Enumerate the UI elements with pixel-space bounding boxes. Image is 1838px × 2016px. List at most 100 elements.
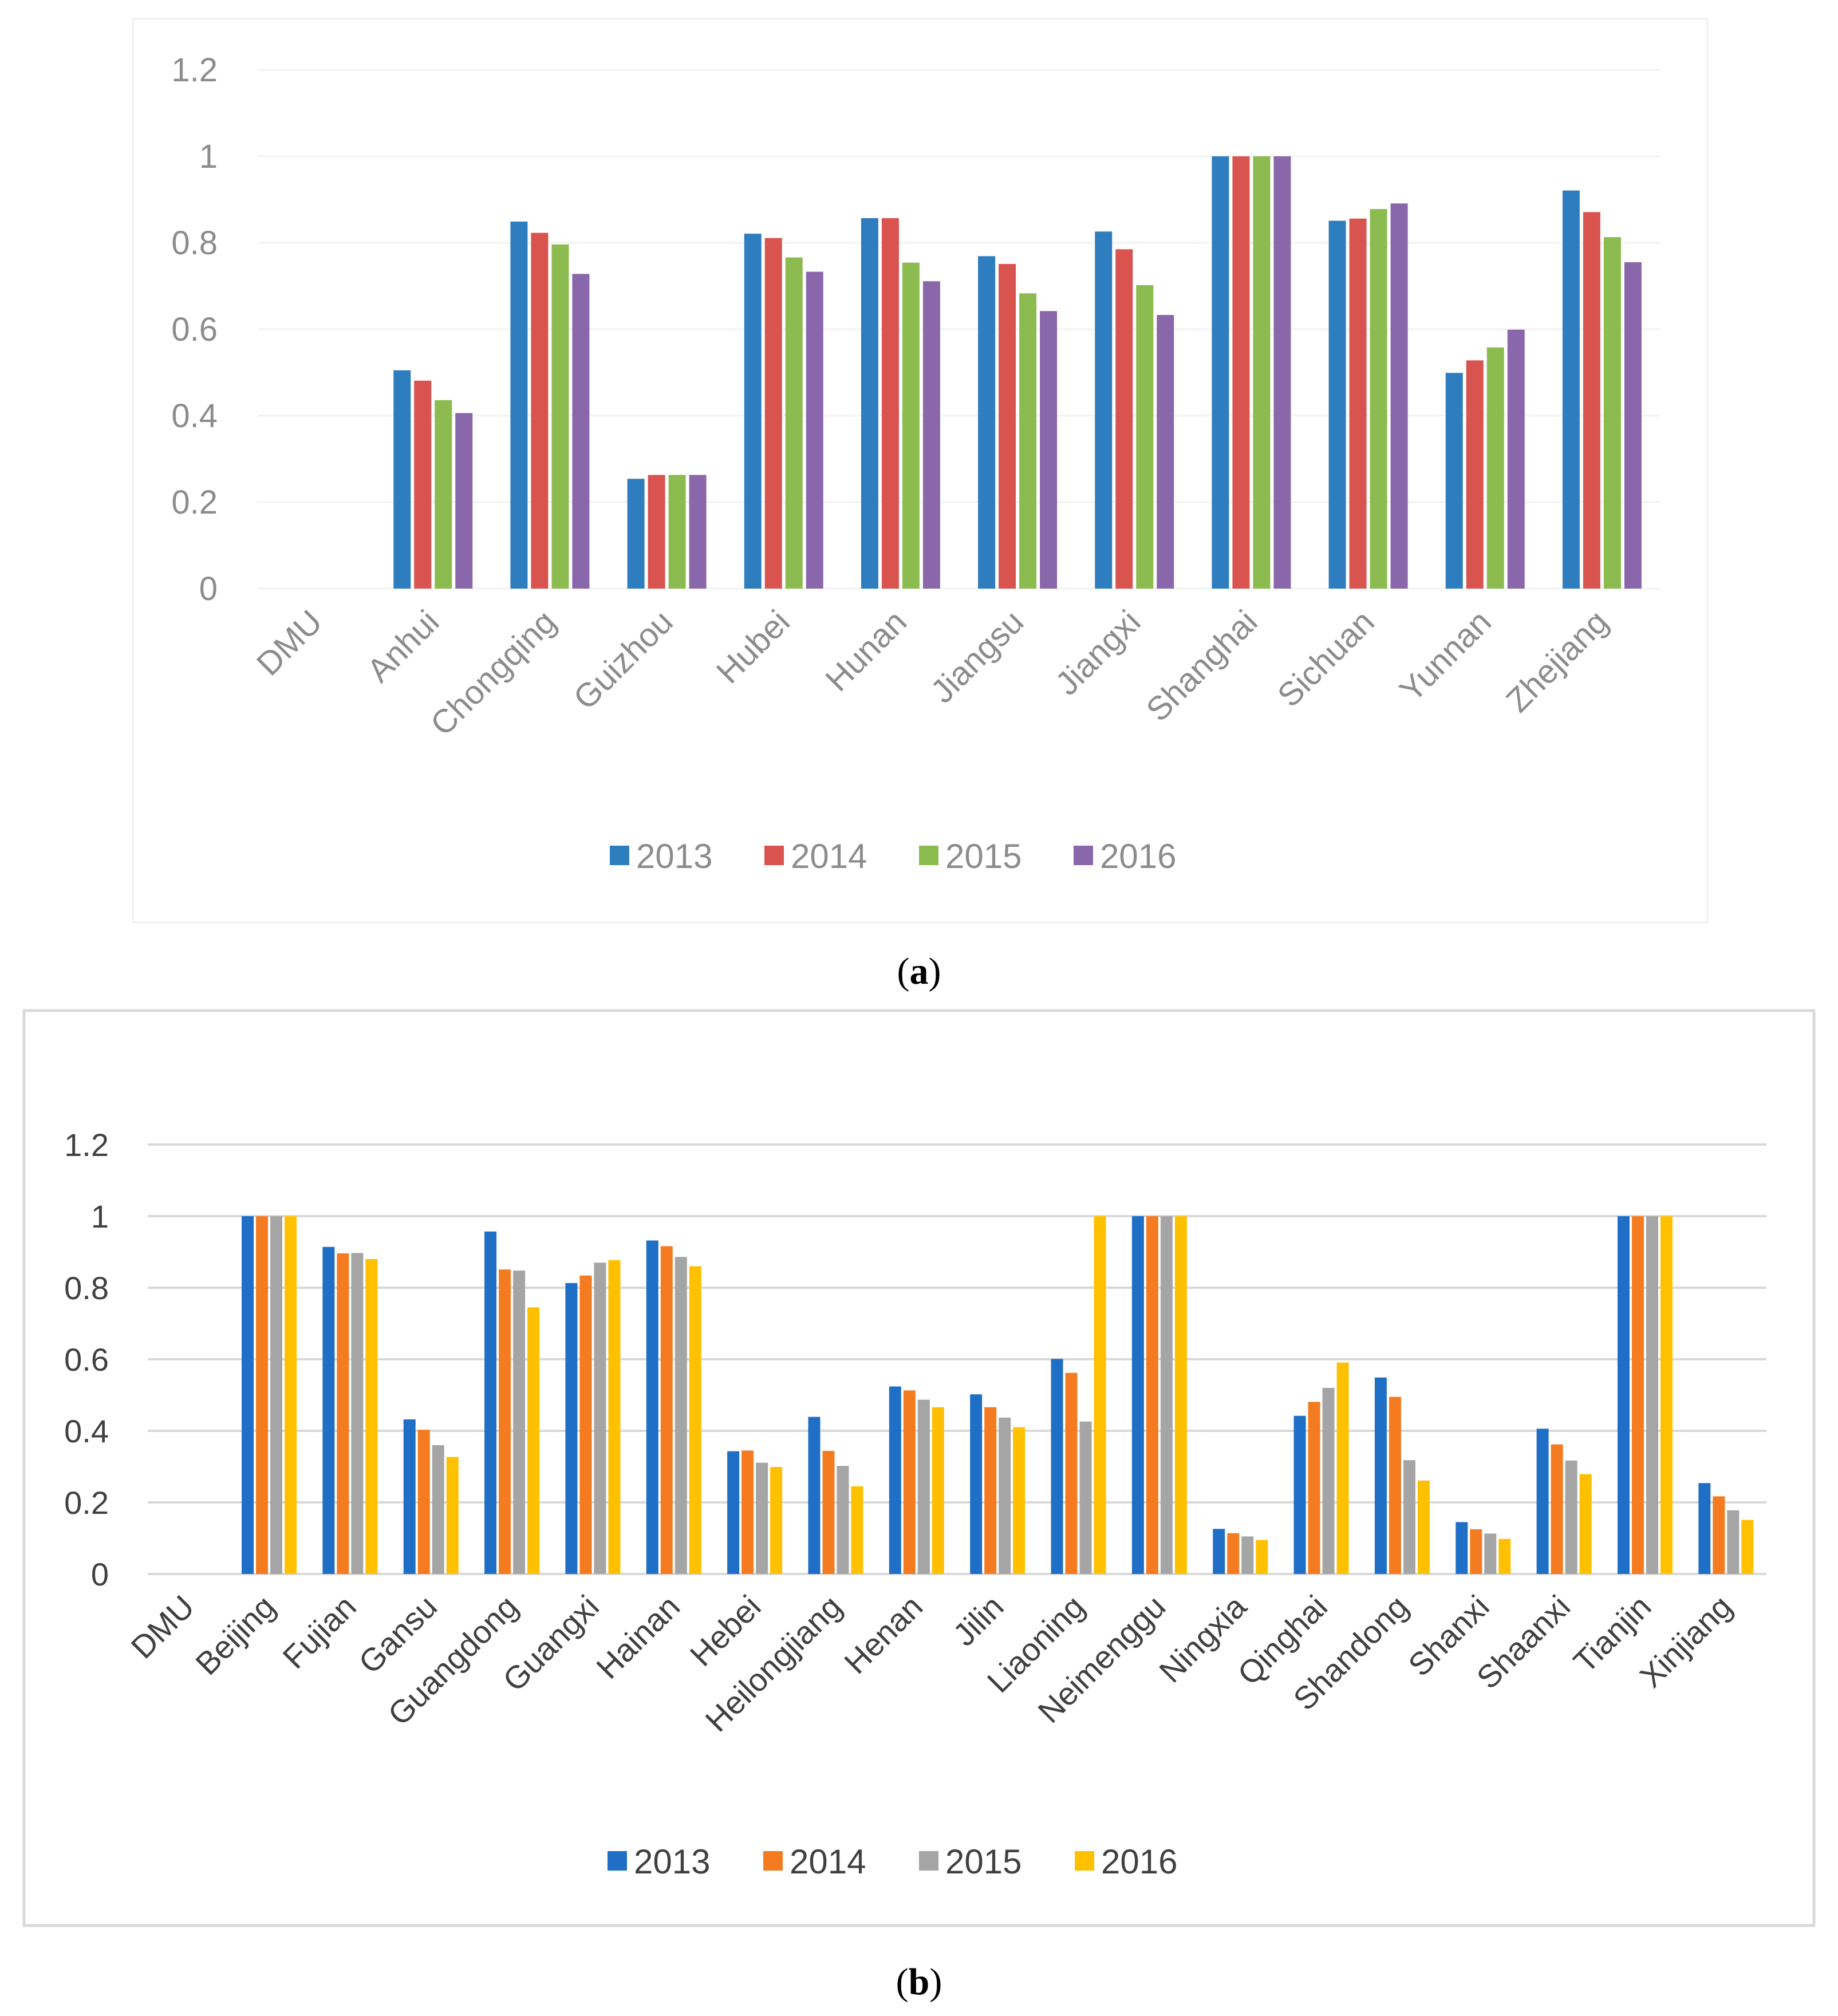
legend-item-2014: 2014 [764,837,867,875]
bar-liaoning-2014 [1065,1372,1078,1574]
bar-guizhou-2016 [689,475,707,589]
bar-ningxia-2014 [1227,1533,1240,1574]
legend-label: 2016 [1101,1843,1177,1881]
bar-xinjiang-2015 [1727,1510,1740,1574]
bar-hainan-2014 [660,1246,673,1574]
bar-hubei-2014 [764,238,782,589]
legend-item-2016: 2016 [1074,837,1176,875]
chart-a-bars [393,156,1642,589]
bar-anhui-2016 [455,413,473,589]
bar-shaanxi-2014 [1551,1444,1563,1574]
chart-b-legend: 2013 2014 2015 2016 [608,1843,1177,1881]
bar-shandong-2014 [1389,1396,1401,1574]
chart-a-gridlines [258,69,1660,590]
legend-label: 2014 [790,1843,866,1881]
bar-yunnan-2015 [1486,347,1504,589]
bar-tianjin-2015 [1646,1216,1658,1574]
bar-anhui-2014 [414,380,432,589]
bar-jilin-2013 [970,1394,983,1574]
caption-b-letter: b [909,1961,930,2003]
bar-guangdong-2015 [513,1271,526,1574]
bar-jilin-2016 [1013,1427,1026,1574]
bar-shaanxi-2015 [1565,1460,1577,1574]
bar-zhejiang-2014 [1583,212,1600,589]
bar-hebei-2013 [727,1451,740,1574]
chart-b-gridlines [148,1143,1766,1575]
bar-jiangsu-2016 [1040,311,1058,589]
bar-shanghai-2014 [1232,156,1250,589]
y-tick-label: 1.2 [171,52,218,89]
bar-jilin-2014 [984,1407,997,1574]
y-tick-label: 0.2 [64,1485,109,1521]
bar-hunan-2013 [861,218,878,589]
bar-ningxia-2015 [1241,1536,1254,1574]
bar-hainan-2016 [689,1266,701,1574]
caption-b: (b) [896,1961,942,2003]
bar-heilongjiang-2016 [851,1486,863,1574]
bar-guizhou-2013 [627,479,645,589]
bar-henan-2013 [889,1386,901,1574]
bar-beijing-2016 [285,1216,297,1574]
bar-gansu-2016 [446,1457,459,1574]
bar-henan-2015 [917,1399,930,1574]
bar-beijing-2013 [242,1216,254,1574]
bar-chongqing-2015 [551,244,569,589]
bar-zhejiang-2016 [1624,262,1642,589]
bar-yunnan-2014 [1466,360,1484,589]
bar-qinghai-2016 [1336,1362,1349,1574]
bar-anhui-2013 [393,370,411,589]
legend-item-2013: 2013 [610,837,712,875]
bar-hubei-2015 [785,257,803,589]
bar-henan-2016 [932,1407,944,1574]
bar-heilongjiang-2014 [822,1451,835,1574]
bar-yunnan-2013 [1445,373,1463,589]
bar-sichuan-2013 [1328,220,1346,589]
chart-a-y-axis: 0 0.2 0.4 0.6 0.8 1 1.2 [171,52,218,607]
bar-tianjin-2014 [1631,1216,1644,1574]
legend-swatch [764,846,784,865]
legend-swatch [1075,1851,1094,1871]
bar-guangdong-2014 [499,1269,511,1574]
bar-jilin-2015 [999,1417,1011,1574]
bar-neimenggu-2014 [1146,1216,1158,1574]
bar-beijing-2014 [256,1216,269,1574]
bar-shandong-2016 [1417,1480,1430,1574]
legend-swatch [919,846,938,865]
bar-liaoning-2016 [1094,1216,1106,1574]
bar-shaanxi-2016 [1579,1474,1592,1574]
legend-item-2013: 2013 [608,1843,710,1881]
bar-jiangsu-2013 [978,256,996,589]
bar-jiangxi-2014 [1115,249,1133,589]
bar-hunan-2016 [922,281,940,589]
legend-label: 2015 [945,837,1021,875]
y-tick-label: 0.8 [171,224,218,262]
y-tick-label: 0 [199,570,218,607]
y-tick-label: 1 [199,138,218,175]
bar-shaanxi-2013 [1536,1429,1549,1574]
y-tick-label: 0.6 [64,1342,109,1378]
chart-b-y-axis: 0 0.2 0.4 0.6 0.8 1 1.2 [64,1127,109,1592]
legend-label: 2013 [636,837,712,875]
bar-jiangsu-2014 [999,263,1016,589]
bar-guangxi-2014 [579,1275,592,1574]
bar-shanxi-2016 [1498,1538,1511,1574]
caption-a: (a) [897,950,941,992]
bar-shanghai-2015 [1253,156,1271,589]
bar-jiangxi-2016 [1157,315,1174,589]
legend-swatch [763,1851,783,1871]
bar-liaoning-2013 [1051,1359,1063,1574]
bar-guangdong-2016 [527,1307,540,1574]
bar-henan-2014 [903,1390,916,1574]
bar-guangxi-2015 [594,1263,606,1574]
caption-b-close: ) [929,1961,942,2003]
legend-swatch [608,1851,627,1871]
bar-ningxia-2013 [1213,1529,1225,1574]
bar-fujian-2016 [365,1259,378,1574]
bar-heilongjiang-2013 [808,1417,821,1574]
legend-item-2015: 2015 [919,837,1021,875]
bar-xinjiang-2013 [1698,1483,1711,1574]
legend-label: 2015 [945,1843,1021,1881]
caption-a-open: ( [897,950,910,992]
